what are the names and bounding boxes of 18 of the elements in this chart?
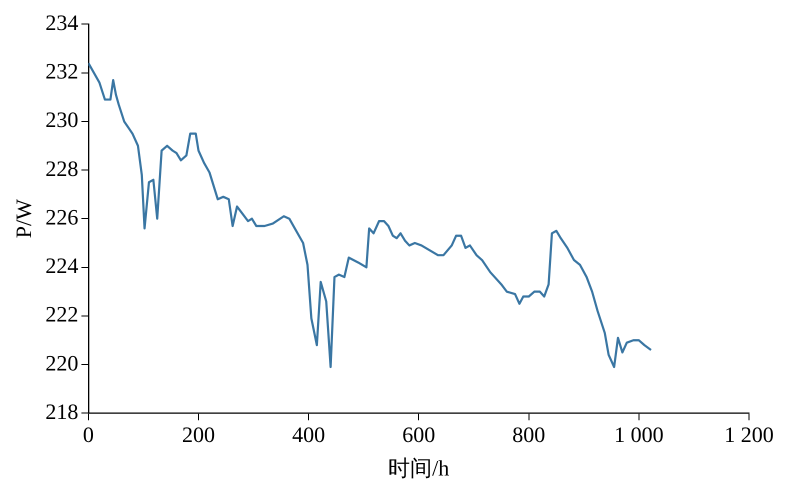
- y-tick-label: 226: [45, 204, 78, 230]
- y-tick-label: 218: [45, 398, 78, 424]
- x-tick-label: 200: [182, 422, 215, 448]
- x-tick-label: 1 200: [724, 422, 774, 448]
- y-tick-label: 234: [45, 10, 78, 35]
- y-axis-title: P/W: [10, 198, 36, 238]
- y-tick-label: 222: [45, 302, 78, 327]
- y-tick-label: 220: [45, 350, 78, 376]
- y-tick-label: 224: [45, 253, 78, 278]
- x-axis-title: 时间/h: [388, 456, 450, 481]
- x-tick-label: 0: [82, 422, 94, 448]
- x-tick-label: 1 000: [614, 422, 664, 448]
- y-tick-label: 228: [45, 156, 78, 181]
- y-tick-label: 230: [45, 107, 78, 132]
- x-tick-label: 800: [512, 422, 546, 448]
- x-tick-label: 600: [402, 422, 436, 448]
- x-tick-label: 400: [292, 422, 326, 448]
- y-tick-label: 232: [45, 58, 78, 84]
